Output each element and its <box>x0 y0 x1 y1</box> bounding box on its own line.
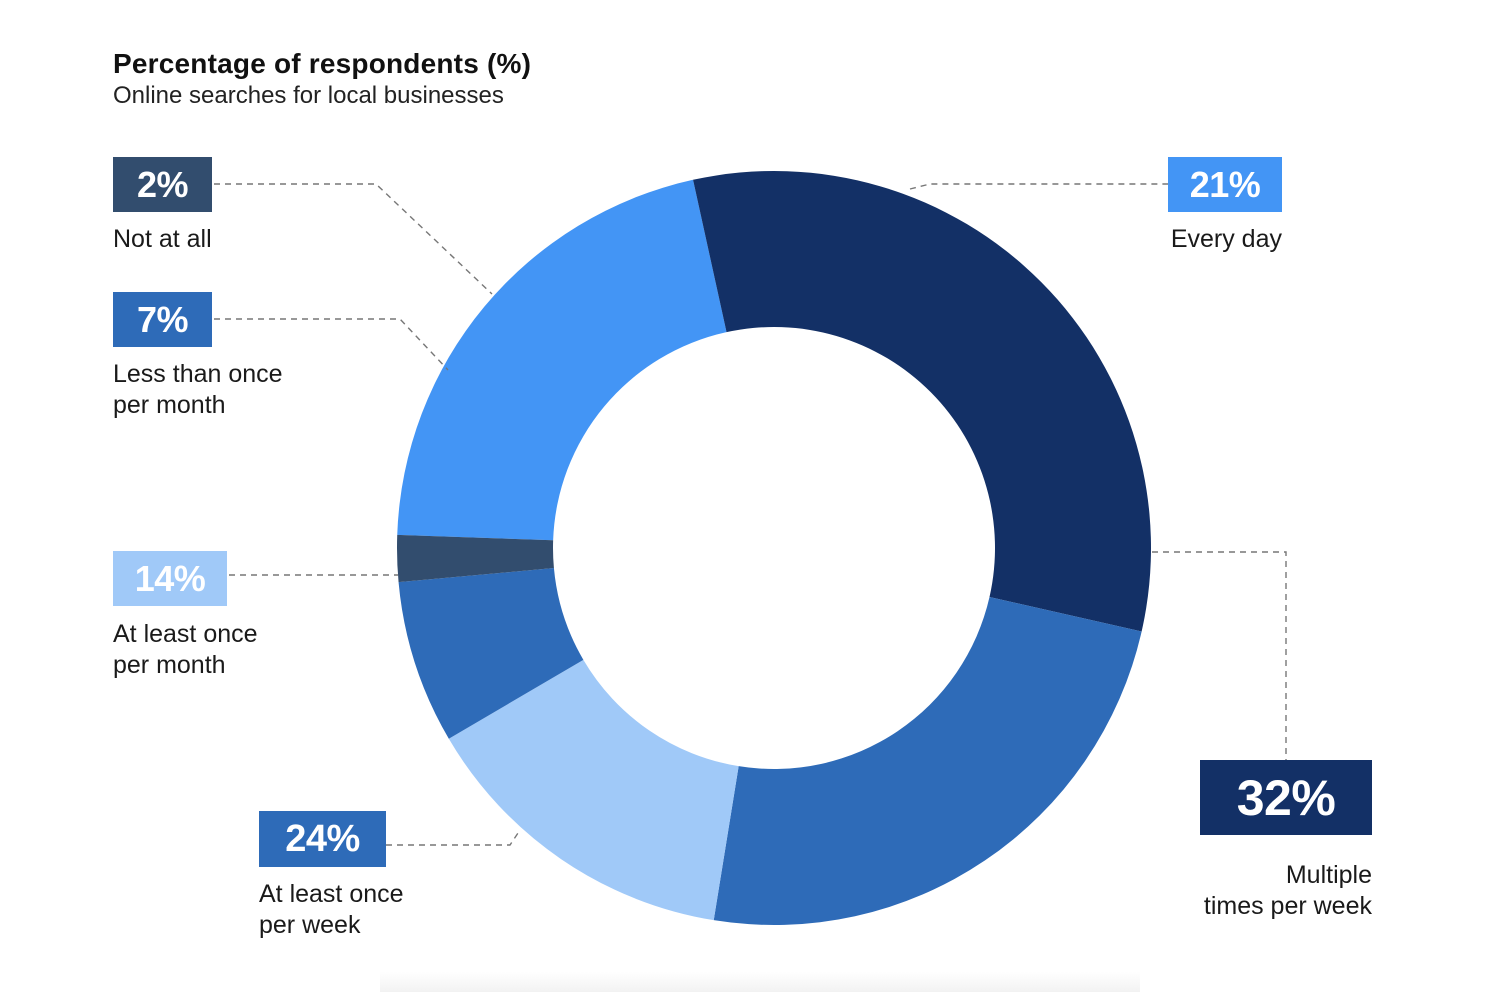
chart-title: Percentage of respondents (%) <box>113 48 532 79</box>
slice-less-than-once-per-month <box>398 568 584 739</box>
leader-not-at-all <box>214 183 493 295</box>
category-label-line: times per week <box>1203 892 1372 920</box>
slice-multiple-times-per-week <box>693 171 1151 632</box>
value-label-multiple-times-per-week: 32% <box>1200 760 1372 835</box>
category-label-at-least-once-per-week: At least once per week <box>259 879 404 941</box>
category-label-line: per week <box>259 911 361 939</box>
value-label-less-than-once-per-month: 7% <box>113 292 212 347</box>
category-label-line: per month <box>113 651 226 679</box>
category-label-multiple-times-per-week: Multiple times per week <box>1112 860 1372 922</box>
category-label-line: Not at all <box>113 225 212 253</box>
category-label-line: per month <box>113 391 226 419</box>
category-label-not-at-all: Not at all <box>113 224 212 255</box>
category-label-line: Every day <box>1170 225 1282 253</box>
value-label-at-least-once-per-month: 14% <box>113 551 227 606</box>
chart-subtitle: Online searches for local businesses <box>113 82 504 109</box>
slice-at-least-once-per-month <box>448 659 739 921</box>
value-label-at-least-once-per-week: 24% <box>259 811 386 867</box>
category-label-line: Multiple <box>1285 861 1372 889</box>
category-label-less-than-once-per-month: Less than once per month <box>113 359 283 421</box>
leader-at-least-once-per-week <box>386 829 521 846</box>
leader-less-than-once-per-month <box>214 318 449 371</box>
category-label-every-day: Every day <box>1082 224 1282 255</box>
leader-multiple-times-per-week <box>1152 551 1287 760</box>
value-label-not-at-all: 2% <box>113 157 212 212</box>
category-label-line: At least once <box>259 880 404 908</box>
slice-at-least-once-per-week <box>713 596 1142 925</box>
category-label-line: At least once <box>113 620 258 648</box>
slice-not-at-all <box>396 534 554 583</box>
value-label-every-day: 21% <box>1168 157 1282 212</box>
category-label-line: Less than once <box>113 360 283 388</box>
leader-every-day <box>909 183 1168 190</box>
slice-every-day <box>397 179 727 541</box>
bottom-shadow <box>380 972 1140 992</box>
category-label-at-least-once-per-month: At least once per month <box>113 619 258 681</box>
